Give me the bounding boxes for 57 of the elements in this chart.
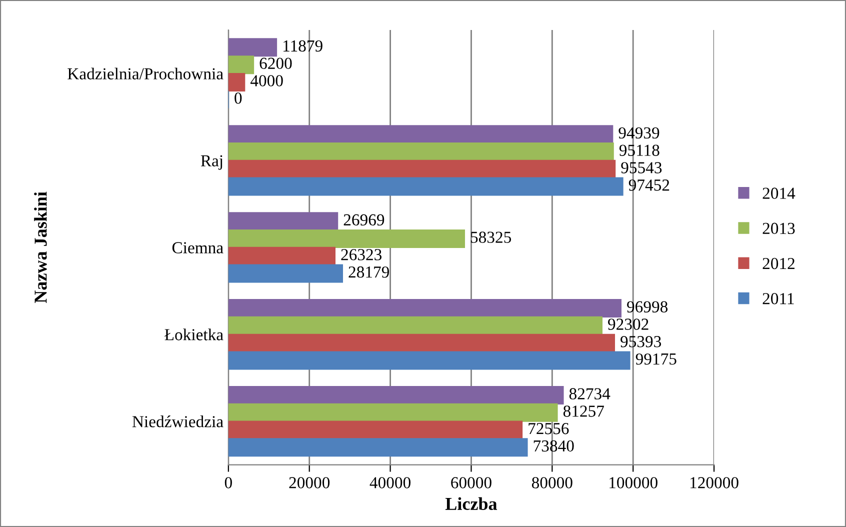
data-label: 97452 [628, 180, 670, 191]
data-label: 26969 [344, 214, 384, 226]
x-tick-label: 40000 [370, 477, 410, 488]
bar [228, 125, 614, 144]
legend-label: 2012 [762, 258, 794, 270]
x-tick-label: 120000 [690, 477, 738, 488]
bar [228, 403, 558, 422]
y-tick-label: Kadzielnia/Prochownia [68, 68, 224, 80]
data-label: 82734 [569, 388, 610, 400]
bar [228, 420, 523, 440]
y-tick-label: Ciemna [172, 242, 224, 254]
bar [228, 160, 616, 178]
data-label: 58325 [470, 232, 512, 243]
bar [228, 438, 528, 457]
bar [228, 386, 564, 404]
x-tick-label: 0 [224, 477, 232, 488]
data-label: 11879 [284, 40, 322, 52]
data-label: 26323 [341, 249, 382, 260]
bar [228, 56, 254, 74]
bar [228, 177, 624, 196]
data-label: 95393 [620, 336, 662, 348]
data-label: 0 [234, 92, 242, 104]
bar [228, 299, 622, 318]
x-axis-title: Liczba [445, 497, 498, 510]
y-tick-label: Raj [200, 155, 222, 170]
x-tick-label: 20000 [289, 477, 330, 488]
y-tick-label: Łokietka [164, 328, 224, 340]
bar [228, 334, 615, 352]
y-tick-label: Niedźwiedzia [132, 416, 224, 428]
data-label: 99175 [636, 353, 676, 365]
bar [228, 316, 602, 335]
data-label: 6200 [260, 58, 292, 69]
legend-label: 2011 [762, 293, 794, 304]
data-label: 73840 [534, 440, 574, 452]
data-label: 94939 [618, 127, 660, 139]
data-label: 92302 [608, 318, 648, 330]
data-label: 95543 [621, 162, 662, 174]
data-label: 81257 [563, 406, 604, 417]
data-label: 4000 [250, 75, 283, 86]
data-label: 95118 [619, 144, 660, 156]
bar [228, 246, 336, 266]
data-label: 28179 [348, 266, 389, 278]
legend-label: 2013 [762, 222, 795, 234]
legend-label: 2014 [762, 188, 796, 199]
x-tick-label: 60000 [451, 477, 492, 488]
data-label: 96998 [627, 301, 668, 312]
bar [228, 38, 278, 57]
y-axis-title: Nazwa Jaskini [34, 192, 47, 304]
bar [228, 351, 630, 370]
x-tick-label: 80000 [532, 477, 572, 488]
bar [228, 229, 465, 248]
x-tick-label: 100000 [610, 477, 658, 488]
bar [228, 72, 246, 92]
bar [228, 212, 338, 231]
bar [228, 264, 344, 283]
bar [228, 142, 614, 162]
data-label: 72556 [528, 423, 569, 434]
